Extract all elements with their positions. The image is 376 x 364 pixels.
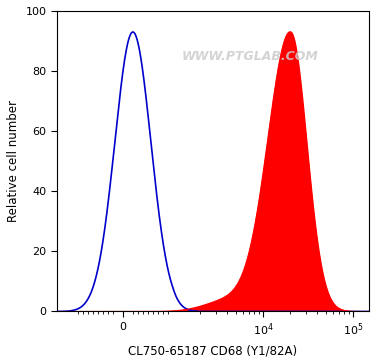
Text: WWW.PTGLAB.COM: WWW.PTGLAB.COM [182, 50, 319, 63]
X-axis label: CL750-65187 CD68 (Y1/82A): CL750-65187 CD68 (Y1/82A) [129, 344, 297, 357]
Y-axis label: Relative cell number: Relative cell number [7, 100, 20, 222]
